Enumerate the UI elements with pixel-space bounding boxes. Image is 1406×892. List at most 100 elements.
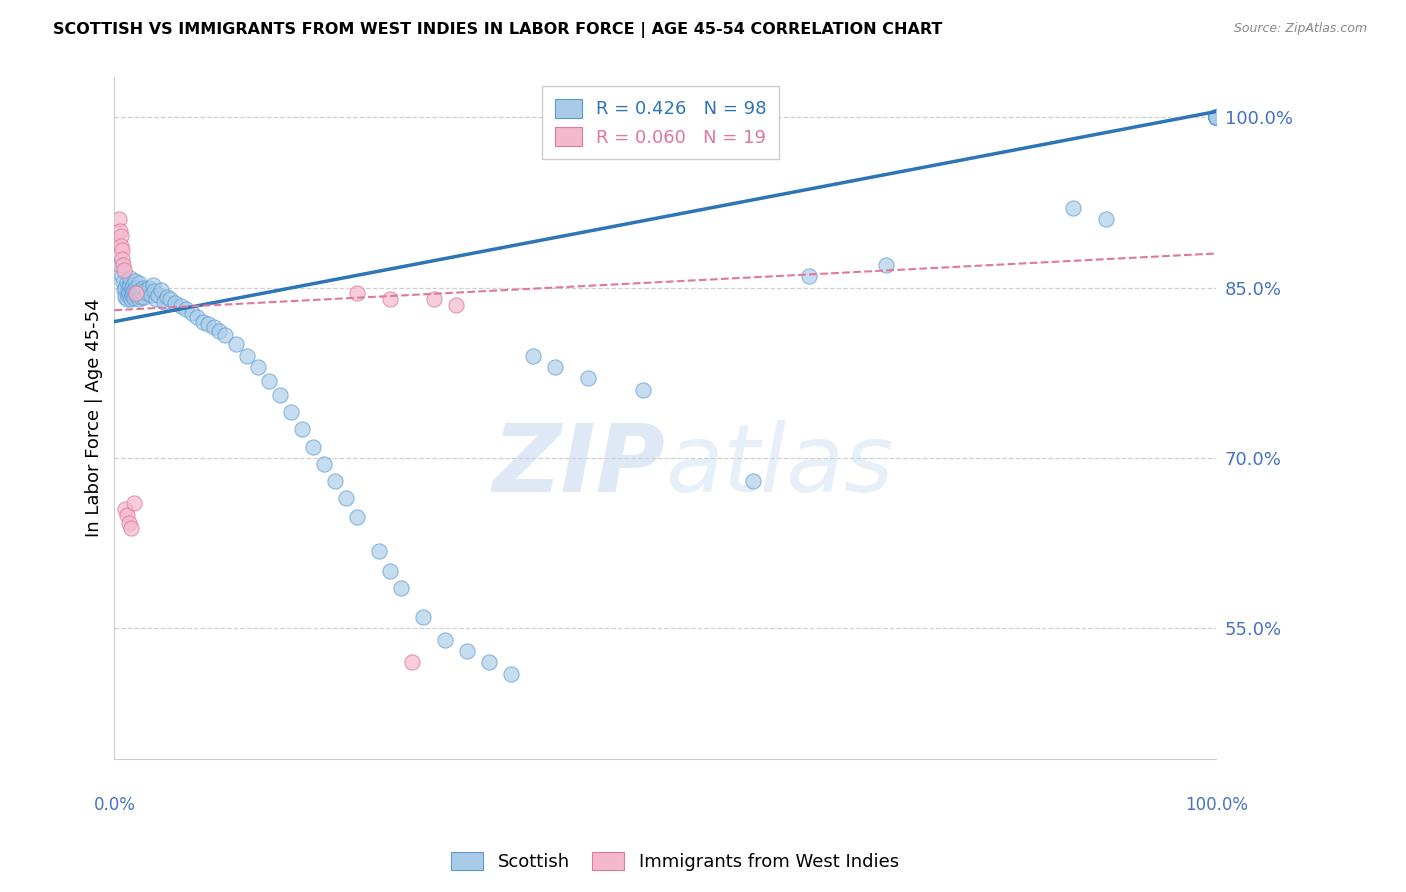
Point [122, 278, 145, 293]
Text: SCOTTISH VS IMMIGRANTS FROM WEST INDIES IN LABOR FORCE | AGE 45-54 CORRELATION C: SCOTTISH VS IMMIGRANTS FROM WEST INDIES … [53, 22, 943, 38]
Point [544, 359, 567, 374]
Point [153, 295, 176, 310]
Point [114, 290, 136, 304]
Point [346, 286, 368, 301]
Point [124, 274, 146, 288]
Point [118, 271, 141, 285]
Point [122, 496, 145, 510]
Point [120, 285, 142, 299]
Point [122, 283, 145, 297]
Point [291, 422, 314, 436]
Point [128, 292, 150, 306]
Point [108, 258, 131, 272]
Point [1205, 110, 1227, 124]
Point [132, 280, 155, 294]
Point [1062, 201, 1084, 215]
Point [169, 299, 191, 313]
Point [235, 349, 257, 363]
Point [122, 291, 145, 305]
Point [156, 290, 179, 304]
Point [108, 212, 131, 227]
Point [1205, 110, 1227, 124]
Legend: Scottish, Immigrants from West Indies: Scottish, Immigrants from West Indies [444, 845, 905, 879]
Point [456, 644, 478, 658]
Point [114, 502, 136, 516]
Point [1205, 110, 1227, 124]
Point [145, 292, 167, 306]
Point [120, 521, 142, 535]
Point [108, 224, 131, 238]
Point [1205, 110, 1227, 124]
Point [125, 280, 148, 294]
Point [121, 280, 143, 294]
Point [148, 288, 170, 302]
Point [875, 258, 897, 272]
Point [117, 283, 139, 297]
Text: 0.0%: 0.0% [93, 797, 135, 814]
Point [208, 324, 231, 338]
Point [118, 516, 141, 530]
Point [134, 290, 156, 304]
Point [118, 279, 141, 293]
Point [1205, 110, 1227, 124]
Point [191, 315, 214, 329]
Point [412, 610, 434, 624]
Point [134, 283, 156, 297]
Point [576, 371, 599, 385]
Point [131, 285, 153, 299]
Point [142, 278, 165, 293]
Point [112, 258, 135, 272]
Point [128, 283, 150, 297]
Point [797, 269, 820, 284]
Point [111, 252, 134, 267]
Point [378, 292, 401, 306]
Point [401, 655, 423, 669]
Point [433, 632, 456, 647]
Point [335, 491, 357, 505]
Point [499, 666, 522, 681]
Point [214, 328, 236, 343]
Point [257, 374, 280, 388]
Point [118, 286, 141, 301]
Point [121, 288, 143, 302]
Point [159, 292, 181, 306]
Point [225, 337, 247, 351]
Point [115, 292, 138, 306]
Point [115, 508, 138, 522]
Point [367, 544, 389, 558]
Point [115, 275, 138, 289]
Point [114, 280, 136, 294]
Point [129, 290, 152, 304]
Point [478, 655, 501, 669]
Point [312, 457, 335, 471]
Point [202, 320, 225, 334]
Point [127, 284, 149, 298]
Point [1205, 110, 1227, 124]
Point [522, 349, 544, 363]
Point [1205, 110, 1227, 124]
Point [1205, 110, 1227, 124]
Point [118, 278, 141, 293]
Point [1205, 110, 1227, 124]
Y-axis label: In Labor Force | Age 45-54: In Labor Force | Age 45-54 [86, 299, 103, 537]
Point [128, 276, 150, 290]
Point [174, 302, 197, 317]
Point [111, 243, 134, 257]
Point [323, 474, 346, 488]
Point [1205, 110, 1227, 124]
Point [742, 474, 765, 488]
Point [378, 565, 401, 579]
Point [269, 388, 291, 402]
Point [125, 288, 148, 302]
Point [301, 440, 323, 454]
Point [1205, 110, 1227, 124]
Point [197, 317, 219, 331]
Point [633, 383, 655, 397]
Legend: R = 0.426   N = 98, R = 0.060   N = 19: R = 0.426 N = 98, R = 0.060 N = 19 [543, 87, 779, 160]
Point [246, 359, 269, 374]
Point [1205, 110, 1227, 124]
Point [122, 286, 145, 301]
Point [423, 292, 446, 306]
Text: ZIP: ZIP [492, 420, 665, 512]
Text: 100.0%: 100.0% [1185, 797, 1247, 814]
